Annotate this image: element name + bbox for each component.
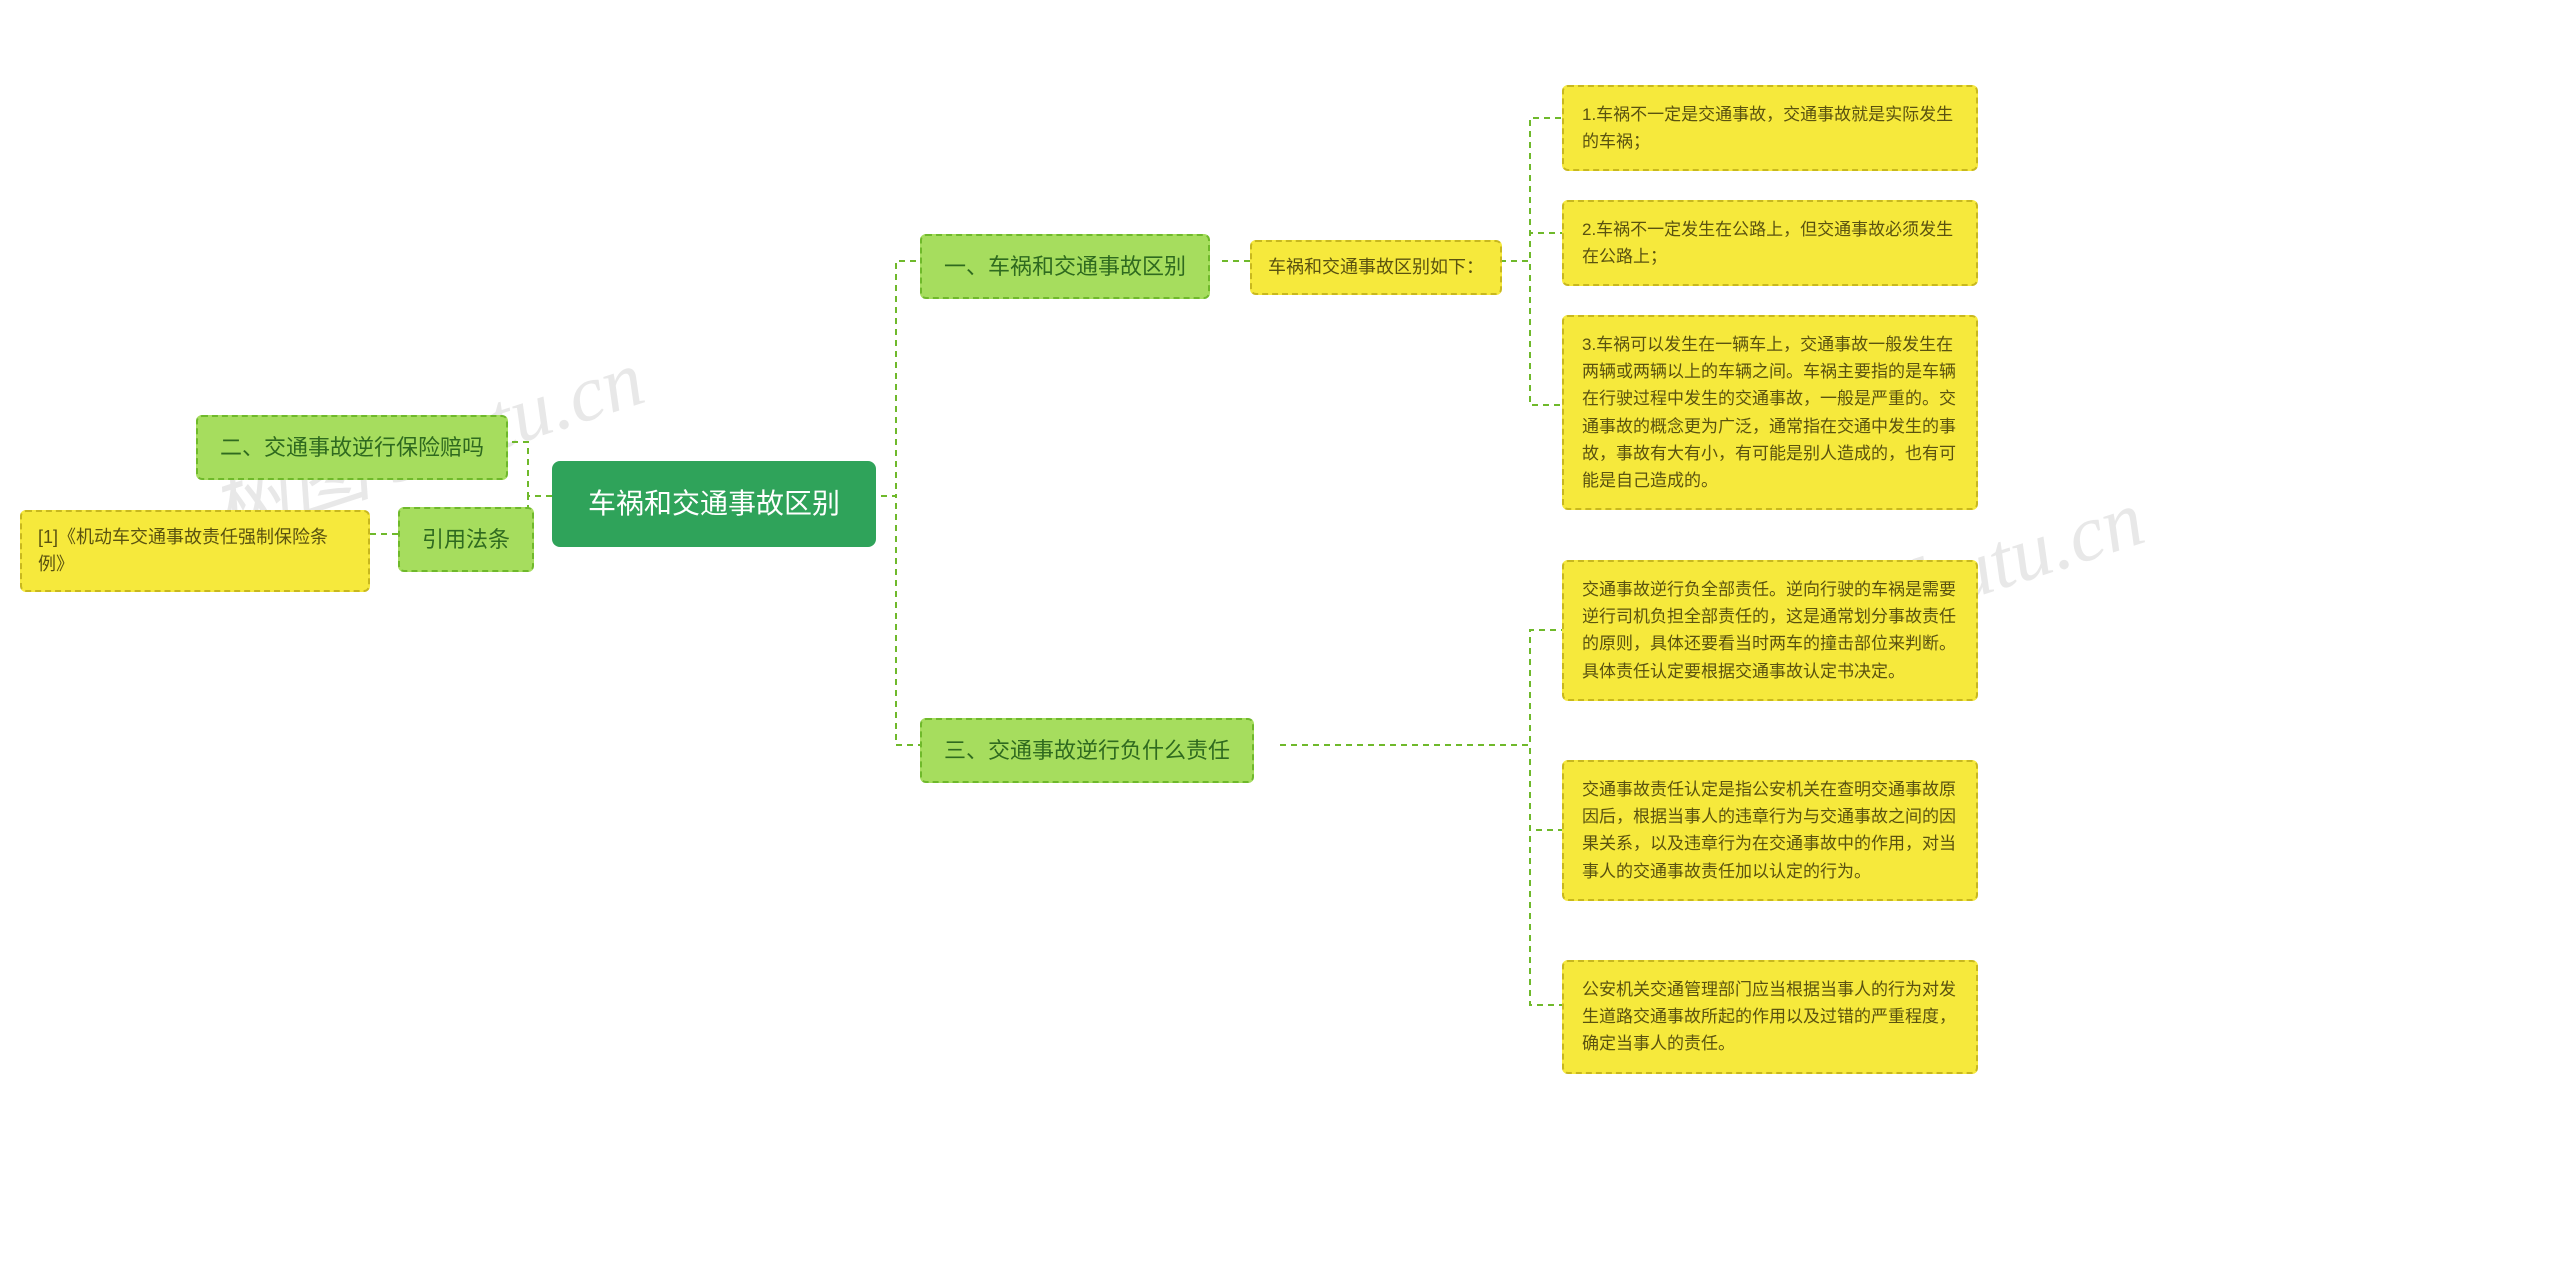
branch-1-leaf-3: 3.车祸可以发生在一辆车上，交通事故一般发生在两辆或两辆以上的车辆之间。车祸主要…	[1562, 315, 1978, 510]
branch-ref[interactable]: 引用法条	[398, 507, 534, 572]
branch-3[interactable]: 三、交通事故逆行负什么责任	[920, 718, 1254, 783]
connector-layer	[0, 0, 2560, 1275]
branch-1[interactable]: 一、车祸和交通事故区别	[920, 234, 1210, 299]
branch-1-leaf-2: 2.车祸不一定发生在公路上，但交通事故必须发生在公路上；	[1562, 200, 1978, 286]
branch-3-leaf-2: 交通事故责任认定是指公安机关在查明交通事故原因后，根据当事人的违章行为与交通事故…	[1562, 760, 1978, 901]
branch-ref-leaf-1: [1]《机动车交通事故责任强制保险条例》	[20, 510, 370, 592]
root-node[interactable]: 车祸和交通事故区别	[552, 461, 876, 547]
branch-1-sub[interactable]: 车祸和交通事故区别如下：	[1250, 240, 1502, 295]
branch-2[interactable]: 二、交通事故逆行保险赔吗	[196, 415, 508, 480]
branch-1-leaf-1: 1.车祸不一定是交通事故，交通事故就是实际发生的车祸；	[1562, 85, 1978, 171]
branch-3-leaf-3: 公安机关交通管理部门应当根据当事人的行为对发生道路交通事故所起的作用以及过错的严…	[1562, 960, 1978, 1074]
branch-3-leaf-1: 交通事故逆行负全部责任。逆向行驶的车祸是需要逆行司机负担全部责任的，这是通常划分…	[1562, 560, 1978, 701]
